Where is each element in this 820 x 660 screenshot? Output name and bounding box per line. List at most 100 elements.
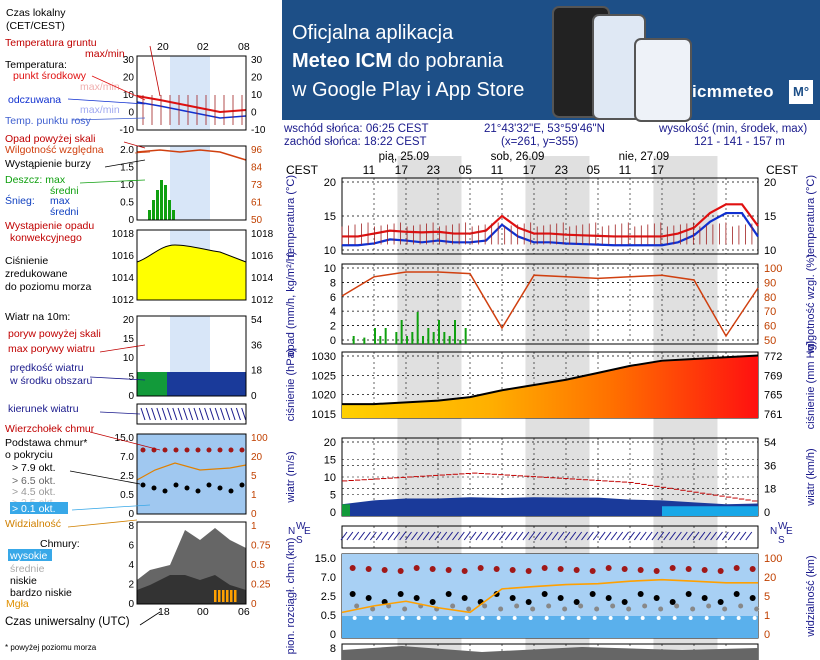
wind-arrow [557,531,565,541]
legend-cl-vlow: bardzo niskie [10,587,72,599]
tick-r-vis: 100 [764,553,782,565]
cloud-base-dot-low [624,616,629,620]
rain-bar [432,332,435,344]
legend-convective-2: konwekcyjnego [10,232,82,244]
legend-tick-left: 1016 [112,251,135,262]
tick-l-pres: 1025 [312,370,336,382]
legend-night-shade [170,56,210,130]
wind-arrow [575,531,583,541]
wind-arrow [422,531,430,541]
cloud-top-dot [509,567,516,573]
wind-arrow [628,531,635,541]
cloud-base-dot-mid [690,606,696,612]
hour-label: 23 [555,163,569,177]
legend-gust-over: poryw powyżej skali [8,328,101,340]
tick-l-pres: 1015 [312,409,336,421]
legend-pointer [104,159,146,168]
day-label: pią, 25.09 [379,151,430,163]
cloud-top-dot [573,567,580,573]
compass-left-S: S [296,535,303,546]
tick-r-vis: 0 [764,629,770,641]
legend-tick-right: 100 [251,433,268,444]
legend-okt-1: > 7.9 okt. [12,462,56,474]
legend-utc: Czas uniwersalny (UTC) [5,616,130,628]
legend-snow-mid: średni [50,206,79,218]
legend-panel: Czas lokalny (CET/CEST) 20 02 08 Tempera… [5,7,274,652]
cloud-top-dot [349,565,356,571]
cloud-base-dot-low [448,616,453,620]
rain-bar [395,332,398,344]
wind-arrow [534,531,542,541]
legend-visibility-line [136,462,247,481]
legend-pointer [99,411,141,415]
visibility-line [341,578,758,614]
cloud-base-dot-mid [674,603,680,609]
cloud-base-dot-mid [370,606,376,612]
legend-pointer [71,504,151,511]
legend-cl-mid: średnie [10,563,45,575]
wind-arrow [469,531,477,541]
legend-pointer [123,141,146,149]
legend-perceived-maxmin: max/min [80,104,120,116]
cloud-base-dot-mid [530,606,536,612]
cloud-base-dot-low [368,616,373,620]
cloud-base-dot [653,595,660,601]
fog-bar [230,590,233,602]
cloud-top-dot [173,447,179,453]
banner-line-2: Meteo ICM do pobrania [292,50,503,73]
legend-rain: Deszcz: max [5,174,66,186]
wind-arrow [145,407,151,421]
cloud-top-dot [621,566,628,572]
legend-pressure-3: do poziomu morza [5,281,92,293]
label-visibility-right: widzialność (km) [805,555,817,637]
cloud-base-dot-low [480,616,485,620]
wind-arrow [598,531,606,541]
cloud-base-dot-mid [354,603,360,609]
cloud-top-dot [429,566,436,572]
tick-l-vis: 15.0 [315,553,336,565]
app-promo-banner[interactable]: Oficjalna aplikacja Meteo ICM do pobrani… [282,0,820,122]
legend-panel-frame [136,145,247,221]
wind-arrow [428,531,436,541]
cloud-base-dot-mid [642,603,648,609]
legend-tick-right: 50 [251,215,263,226]
wind-arrow [393,531,401,541]
rain-bar [411,332,414,344]
legend-tick-left: 0.5 [120,490,134,501]
wind-arrow [510,531,518,541]
cloud-base-dot-mid [658,606,664,612]
tick-r-vis: 1 [764,610,770,622]
wind-arrow [528,531,536,541]
cloud-top-dot [365,566,372,572]
tick-l-wind: 0 [330,507,336,519]
legend-pointer [69,470,141,485]
legend-tick-left: 1.0 [120,180,134,191]
wind-arrow [340,531,348,541]
wind-arrow [586,531,594,541]
wind-arrow [504,531,512,541]
legend-tick-left: 20 [123,315,135,326]
panel-frame-dir [341,525,759,549]
legend-tick-right: 5 [251,471,257,482]
legend-tick-right: 0.25 [251,580,271,591]
cloud-top-dot [477,565,484,571]
wind-arrow [551,531,559,541]
cloud-base-dot-mid [466,606,472,612]
legend-panel-frame [136,315,247,397]
wind-arrow [381,531,389,541]
fog-bar [226,590,229,602]
legend-tick-right: 0.5 [251,560,265,571]
meteogram-chart: 2015102015101086420100908070605010301025… [285,151,817,660]
legend-tick-right: 0 [251,108,257,119]
tick-l-precip: 4 [330,306,336,318]
brand-wordmark: icmmeteo [692,82,774,101]
legend-wind-mean-2: w środku obszaru [9,375,92,387]
tick-l-temp: 15 [324,211,336,223]
cloud-base-dot-low [384,616,389,620]
legend-time-tick: 08 [238,41,250,53]
legend-pressure-2: zredukowane [5,268,68,280]
rain-bar [400,320,403,344]
wind-arrow [410,531,418,541]
tick-l-vis: 0.5 [321,610,336,622]
cloud-base-dot [605,595,612,601]
